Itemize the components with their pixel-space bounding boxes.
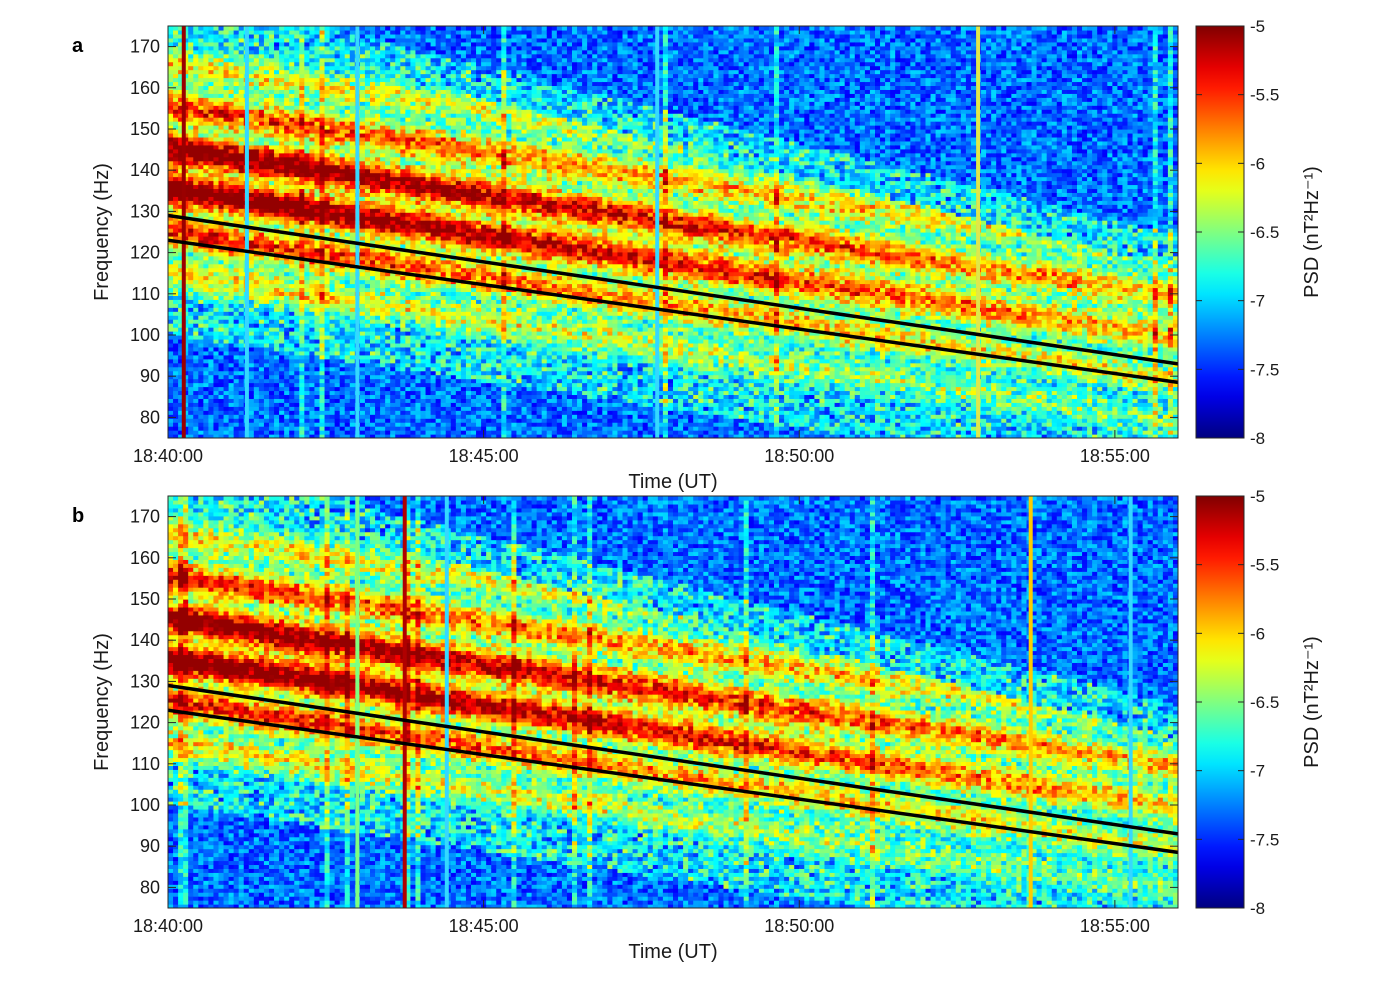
x-axis-label-b: Time (UT) <box>628 941 717 963</box>
fit-line-a-1 <box>168 213 1178 366</box>
chart-panel-a: 80 90 100 110 120 130 140 150 160 170 18:40:00 18:4… <box>72 17 1323 493</box>
stripe-a-0 <box>181 26 186 438</box>
x-tick-label-a-18:45:00: 18:45:00 <box>449 446 519 466</box>
y-tick-label-a-110: 110 <box>131 284 160 304</box>
stripe-a-2 <box>355 26 360 438</box>
y-tick-label-b-130: 130 <box>130 671 160 691</box>
y-tick-label-b-160: 160 <box>130 548 160 568</box>
colorbar-label-a: PSD (nT²Hz⁻¹) <box>1301 166 1323 298</box>
colorbar-tick-a--5: -5 <box>1250 17 1265 36</box>
spectrogram-a <box>168 26 1178 438</box>
y-tick-label-a-130: 130 <box>130 201 160 221</box>
y-tick-label-b-150: 150 <box>130 589 160 609</box>
y-tick-label-b-120: 120 <box>130 713 160 733</box>
colorbar-tick-a--8: -8 <box>1250 429 1265 448</box>
colorbar-tick-b--7.5: -7.5 <box>1250 830 1279 849</box>
panel-letter-b: b <box>72 505 84 527</box>
y-tick-label-a-150: 150 <box>130 119 160 139</box>
stripe-b-4 <box>1128 496 1133 908</box>
x-tick-label-b-18:55:00: 18:55:00 <box>1080 916 1150 936</box>
stripe-b-1 <box>402 496 407 908</box>
fit-line-b-1 <box>168 683 1178 836</box>
x-axis-label-a: Time (UT) <box>628 471 717 493</box>
plot-frame-a <box>167 25 1179 439</box>
x-tick-label-a-18:50:00: 18:50:00 <box>764 446 834 466</box>
colorbar-tick-a--7.5: -7.5 <box>1250 360 1279 379</box>
colorbar-b <box>1195 495 1245 909</box>
y-tick-label-a-80: 80 <box>140 407 160 427</box>
stripe-a-1 <box>244 26 249 438</box>
x-tick-label-b-18:45:00: 18:45:00 <box>449 916 519 936</box>
panel-letter-a: a <box>72 35 84 57</box>
y-axis-label-b: Frequency (Hz) <box>91 633 113 771</box>
y-tick-label-b-140: 140 <box>130 630 160 650</box>
y-axis-label-a: Frequency (Hz) <box>91 163 113 301</box>
x-tick-label-a-18:55:00: 18:55:00 <box>1080 446 1150 466</box>
stripe-a-4 <box>976 26 981 438</box>
y-tick-label-b-170: 170 <box>130 507 160 527</box>
x-tick-label-b-18:40:00: 18:40:00 <box>133 916 203 936</box>
y-tick-label-b-80: 80 <box>140 877 160 897</box>
colorbar-tick-b--5.5: -5.5 <box>1250 556 1279 575</box>
colorbar-tick-b--6: -6 <box>1250 624 1265 643</box>
colorbar-a <box>1195 25 1245 439</box>
plot-frame-b <box>167 495 1179 909</box>
colorbar-tick-b--8: -8 <box>1250 899 1265 918</box>
y-tick-label-a-140: 140 <box>130 160 160 180</box>
colorbar-tick-b--5: -5 <box>1250 487 1265 506</box>
fit-line-b-2 <box>168 708 1178 855</box>
stripe-b-2 <box>444 496 449 908</box>
stripe-b-3 <box>1028 496 1033 908</box>
spectrogram-b <box>168 496 1178 908</box>
y-tick-label-a-170: 170 <box>130 37 160 57</box>
y-tick-label-a-120: 120 <box>130 243 160 263</box>
chart-panel-b: 80 90 100 110 120 130 140 150 160 170 18:40:00 18:4… <box>72 487 1323 963</box>
colorbar-label-b: PSD (nT²Hz⁻¹) <box>1301 636 1323 768</box>
colorbar-tick-b--6.5: -6.5 <box>1250 693 1279 712</box>
stripe-b-0 <box>355 496 360 908</box>
y-tick-label-b-110: 110 <box>131 754 160 774</box>
colorbar-tick-a--7: -7 <box>1250 292 1265 311</box>
y-tick-label-b-90: 90 <box>140 836 160 856</box>
fit-line-a-2 <box>168 238 1178 385</box>
colorbar-tick-a--6.5: -6.5 <box>1250 223 1279 242</box>
y-tick-label-a-90: 90 <box>140 366 160 386</box>
y-tick-label-a-100: 100 <box>130 325 160 345</box>
x-tick-label-b-18:50:00: 18:50:00 <box>764 916 834 936</box>
colorbar-tick-a--6: -6 <box>1250 154 1265 173</box>
colorbar-tick-a--5.5: -5.5 <box>1250 86 1279 105</box>
stripe-a-3 <box>655 26 660 438</box>
y-tick-label-b-100: 100 <box>130 795 160 815</box>
y-tick-label-a-160: 160 <box>130 78 160 98</box>
colorbar-tick-b--7: -7 <box>1250 762 1265 781</box>
x-tick-label-a-18:40:00: 18:40:00 <box>133 446 203 466</box>
